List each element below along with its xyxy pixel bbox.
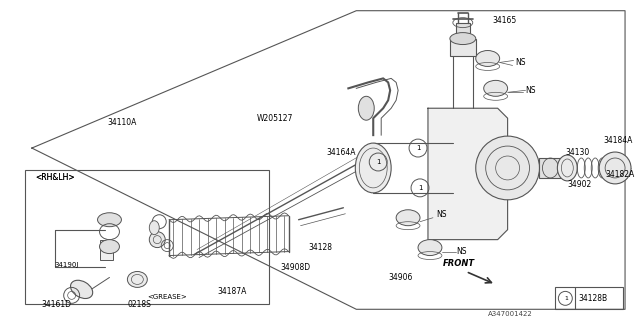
Text: 1: 1 — [416, 145, 420, 151]
Text: A347001422: A347001422 — [488, 311, 532, 317]
Text: NS: NS — [516, 58, 526, 67]
Text: 34165: 34165 — [493, 16, 517, 25]
Text: W205127: W205127 — [257, 114, 293, 123]
Ellipse shape — [355, 143, 391, 193]
Ellipse shape — [450, 33, 476, 44]
Polygon shape — [428, 108, 508, 240]
Text: 34128: 34128 — [308, 243, 333, 252]
Ellipse shape — [97, 213, 122, 227]
Text: 34182A: 34182A — [605, 171, 634, 180]
Ellipse shape — [418, 240, 442, 256]
Bar — [450, 39, 476, 57]
Ellipse shape — [127, 271, 147, 287]
Text: NS: NS — [436, 210, 447, 219]
Text: <GREASE>: <GREASE> — [147, 294, 187, 300]
Text: 34190J: 34190J — [55, 261, 79, 268]
Circle shape — [599, 152, 631, 184]
Text: 34908D: 34908D — [281, 263, 311, 272]
Ellipse shape — [557, 155, 577, 181]
Ellipse shape — [396, 210, 420, 226]
Text: 34130: 34130 — [565, 148, 589, 156]
Text: NS: NS — [456, 247, 467, 256]
Text: 34902: 34902 — [567, 180, 591, 189]
Text: FRONT: FRONT — [443, 259, 475, 268]
Ellipse shape — [476, 51, 500, 67]
Text: 1: 1 — [376, 159, 380, 165]
Text: 34187A: 34187A — [217, 287, 246, 296]
Ellipse shape — [100, 240, 120, 253]
Text: 1: 1 — [564, 296, 568, 301]
Text: 0218S: 0218S — [127, 300, 151, 309]
Text: 34164A: 34164A — [326, 148, 356, 156]
Bar — [540, 158, 561, 178]
Circle shape — [476, 136, 540, 200]
Bar — [100, 240, 113, 260]
Ellipse shape — [149, 221, 159, 235]
Text: NS: NS — [525, 86, 536, 95]
Text: 1: 1 — [418, 185, 422, 191]
Text: 34184A: 34184A — [603, 136, 632, 145]
Bar — [456, 23, 470, 39]
Text: 34161D: 34161D — [42, 300, 72, 309]
Circle shape — [149, 232, 165, 248]
Bar — [556, 287, 623, 309]
Text: 34110A: 34110A — [108, 118, 137, 127]
Text: 34906: 34906 — [388, 273, 413, 282]
Ellipse shape — [70, 280, 93, 299]
Text: 34128B: 34128B — [579, 294, 607, 303]
Text: <RH&LH>: <RH&LH> — [35, 173, 74, 182]
Text: <RH&LH>: <RH&LH> — [35, 173, 74, 182]
Bar — [25, 170, 269, 304]
Ellipse shape — [484, 80, 508, 96]
Ellipse shape — [358, 96, 374, 120]
